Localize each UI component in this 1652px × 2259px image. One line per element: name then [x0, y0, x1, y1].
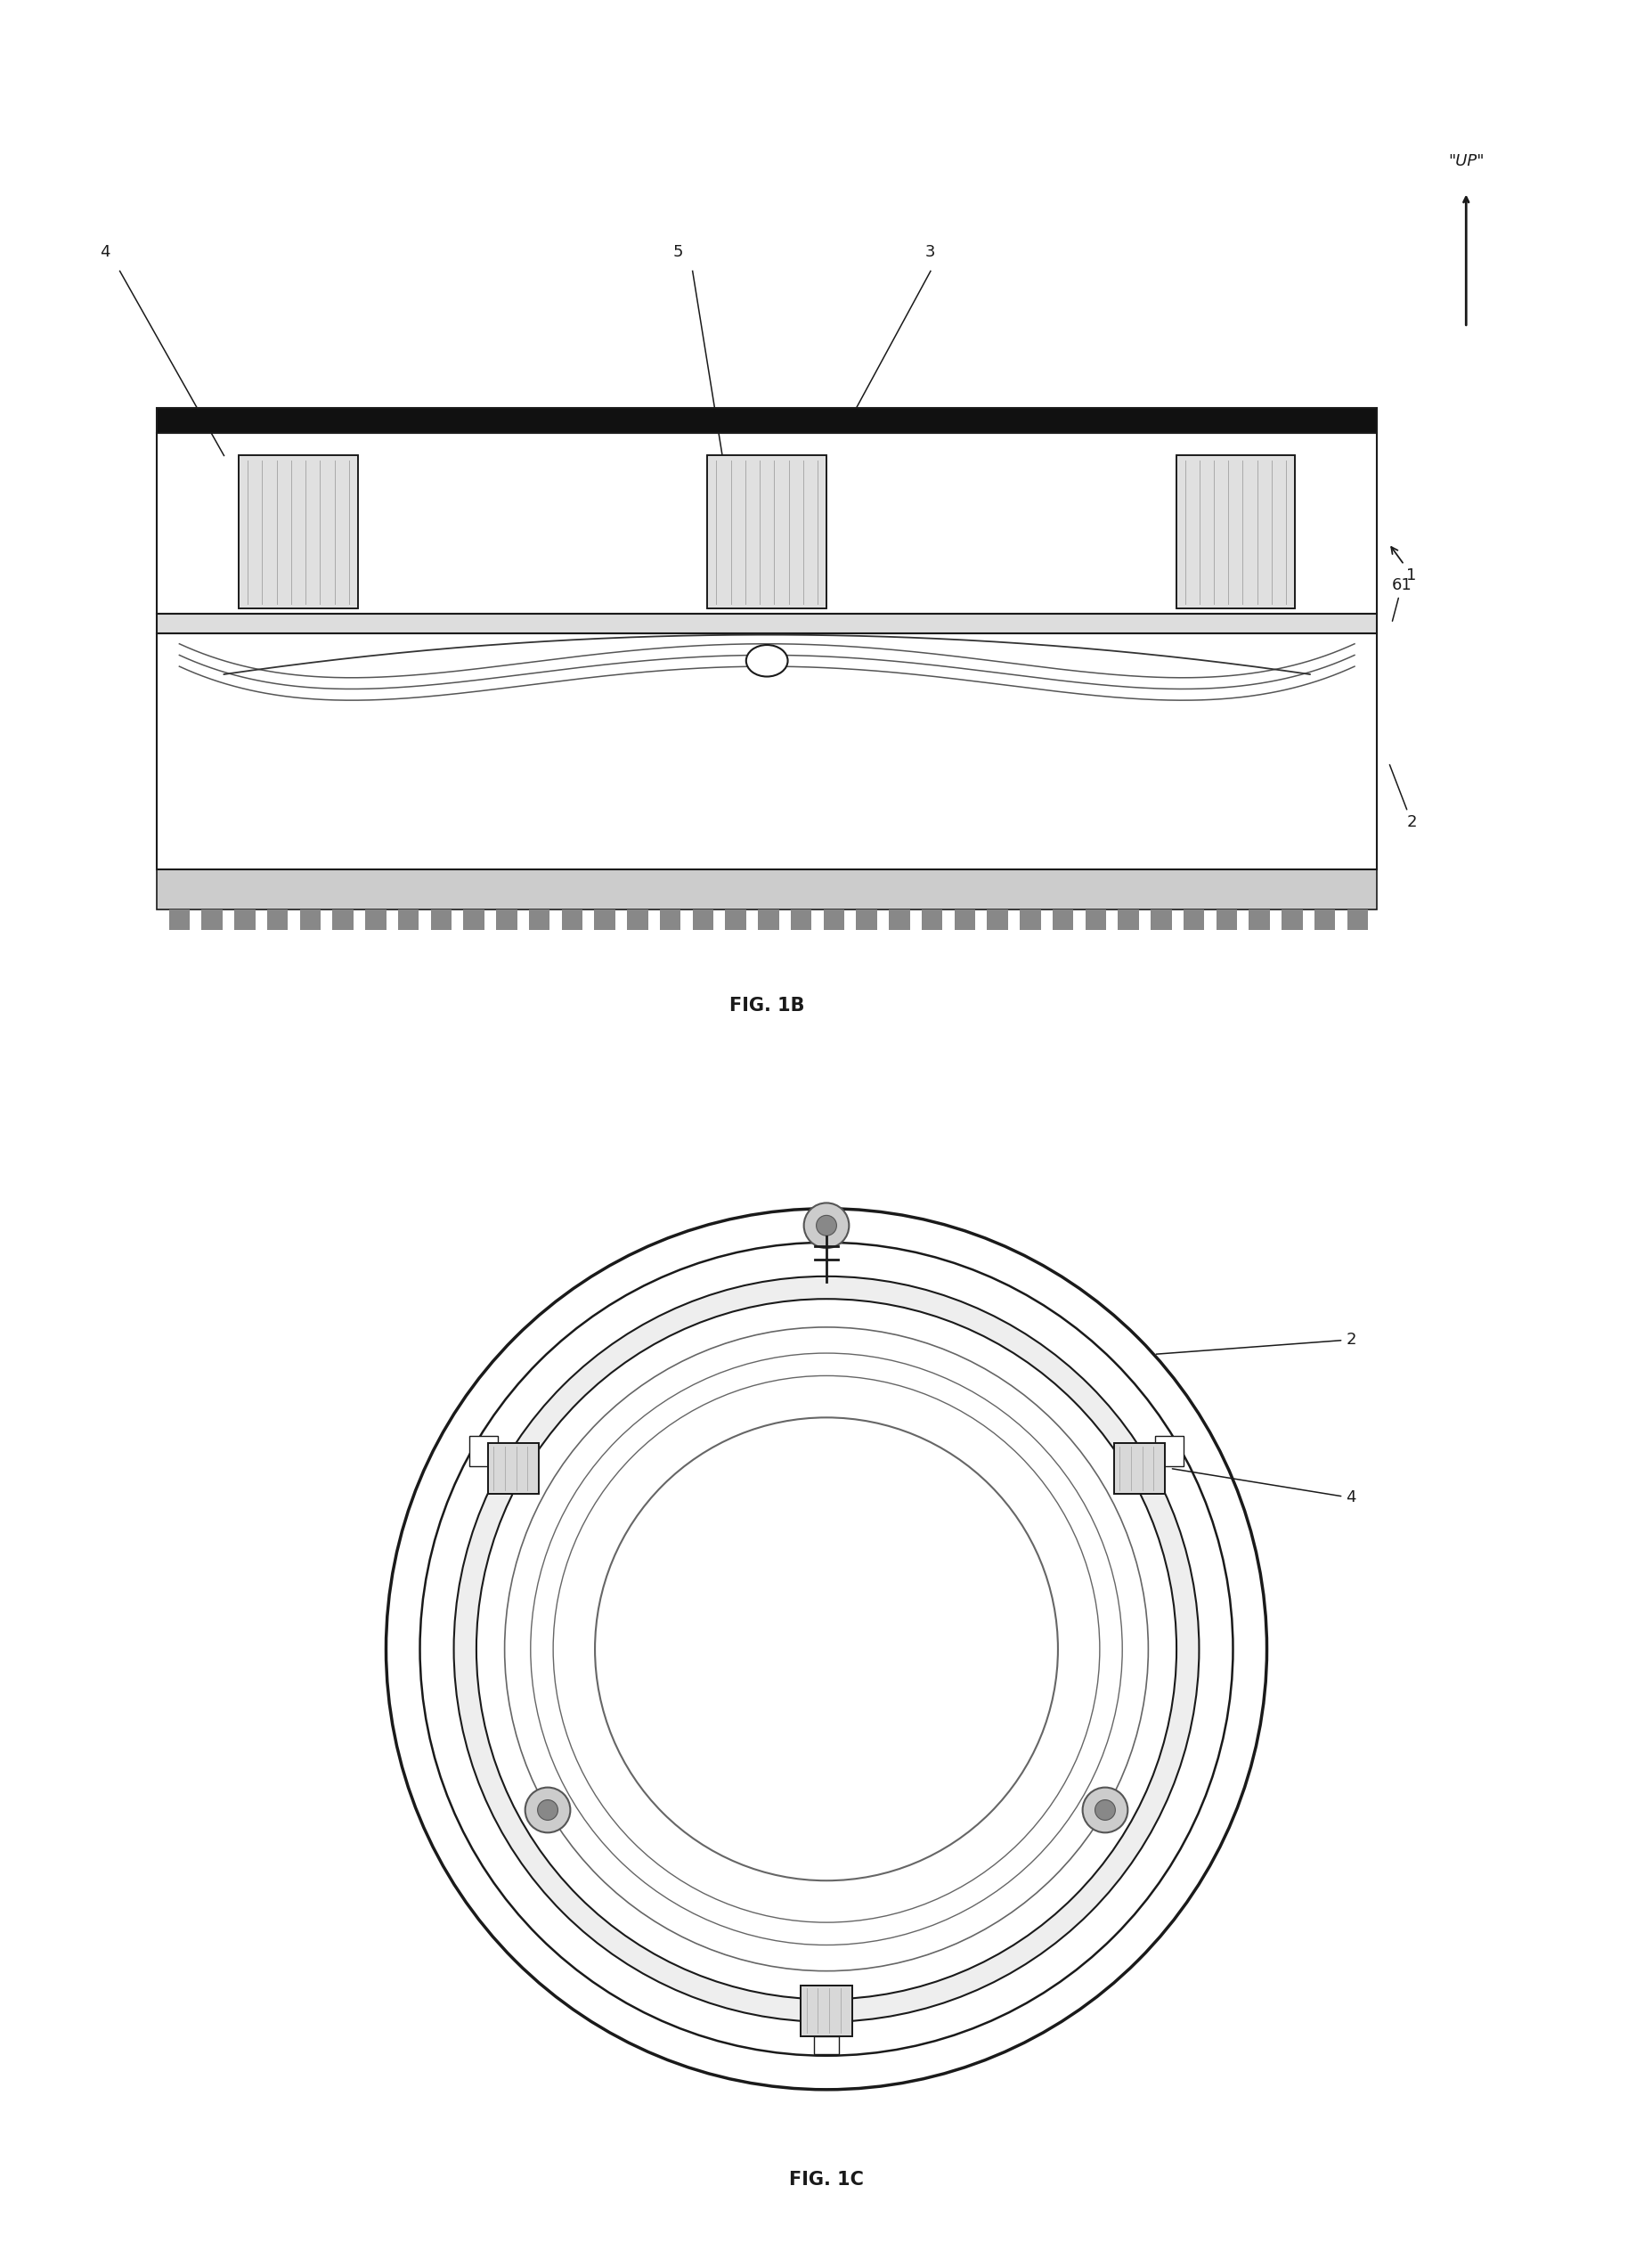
Bar	[365, 908, 387, 931]
Circle shape	[745, 646, 788, 678]
Bar	[1175, 456, 1295, 608]
Bar	[1113, 1444, 1165, 1493]
Bar	[986, 908, 1008, 931]
Bar	[562, 908, 582, 931]
Text: "UP": "UP"	[1447, 154, 1483, 169]
Bar	[157, 612, 1376, 633]
Bar	[801, 1986, 851, 2035]
Circle shape	[1082, 1787, 1127, 1832]
Bar	[398, 908, 418, 931]
Bar	[801, 1986, 851, 2035]
Bar	[707, 456, 826, 608]
Circle shape	[525, 1787, 570, 1832]
Text: 4: 4	[1171, 1468, 1355, 1507]
Text: 4: 4	[99, 244, 111, 260]
Bar	[157, 409, 1376, 434]
Bar	[157, 870, 1376, 908]
Text: 2: 2	[1155, 1331, 1355, 1353]
Bar	[169, 908, 190, 931]
Bar	[496, 908, 517, 931]
Bar	[463, 908, 484, 931]
Bar	[922, 908, 942, 931]
Bar	[240, 456, 358, 608]
Bar	[758, 908, 778, 931]
Bar	[1117, 908, 1138, 931]
Bar	[1175, 456, 1295, 608]
Text: 61: 61	[1391, 576, 1411, 621]
Bar	[202, 908, 223, 931]
Bar	[157, 633, 1376, 870]
Bar	[659, 908, 681, 931]
Bar	[1313, 908, 1335, 931]
Bar	[1183, 908, 1204, 931]
Bar	[953, 908, 975, 931]
Bar	[856, 908, 877, 931]
Circle shape	[420, 1242, 1232, 2056]
Bar	[1019, 908, 1041, 931]
Bar	[1249, 908, 1269, 931]
Bar	[1346, 908, 1368, 931]
Circle shape	[387, 1209, 1265, 2090]
Bar	[790, 908, 811, 931]
Circle shape	[816, 1215, 836, 1236]
Bar	[1150, 908, 1171, 931]
Bar	[1280, 908, 1302, 931]
Bar	[157, 434, 1376, 612]
Bar	[487, 1444, 539, 1493]
Text: 5: 5	[672, 244, 682, 260]
Text: 2: 2	[1389, 766, 1416, 831]
Bar	[332, 908, 354, 931]
Bar	[299, 908, 320, 931]
Bar	[487, 1444, 539, 1493]
Bar	[1113, 1444, 1165, 1493]
Text: 1: 1	[1391, 547, 1416, 583]
Bar	[626, 908, 648, 931]
Bar	[431, 908, 451, 931]
Bar	[235, 908, 254, 931]
Circle shape	[454, 1276, 1198, 2022]
Circle shape	[537, 1800, 558, 1821]
Bar	[529, 908, 550, 931]
Bar	[813, 2035, 839, 2053]
Bar	[1052, 908, 1072, 931]
Bar	[469, 1437, 497, 1466]
Text: FIG. 1C: FIG. 1C	[788, 2171, 864, 2189]
Bar	[707, 456, 826, 608]
Text: 3: 3	[925, 244, 935, 260]
Bar	[595, 908, 615, 931]
Circle shape	[1094, 1800, 1115, 1821]
Bar	[692, 908, 714, 931]
Bar	[240, 456, 358, 608]
Bar	[1085, 908, 1105, 931]
Text: FIG. 1B: FIG. 1B	[729, 996, 805, 1014]
Circle shape	[476, 1299, 1176, 1999]
Bar	[268, 908, 287, 931]
Circle shape	[803, 1202, 849, 1247]
Bar	[1216, 908, 1236, 931]
Bar	[823, 908, 844, 931]
Bar	[725, 908, 745, 931]
Bar	[1155, 1437, 1183, 1466]
Bar	[889, 908, 909, 931]
